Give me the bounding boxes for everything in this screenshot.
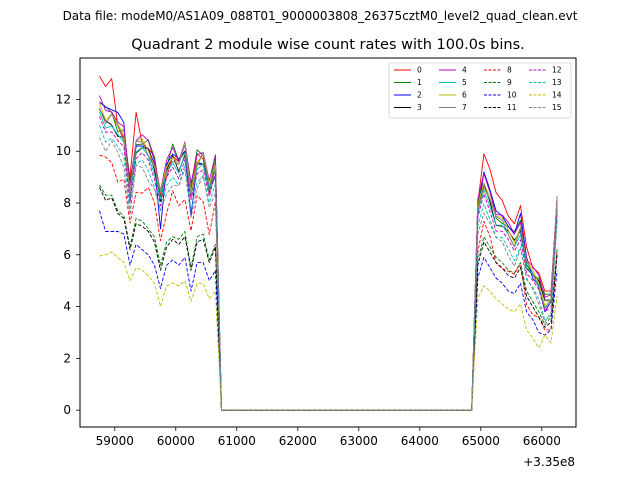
series-line-15: [99, 137, 558, 411]
y-tick-label-4: 4: [63, 300, 71, 314]
legend-label-0: 0: [417, 66, 422, 75]
x-tick-label-66000: 66000: [523, 434, 561, 448]
y-tick-label-2: 2: [63, 351, 71, 365]
legend-label-6: 6: [462, 91, 467, 100]
series-line-11: [99, 187, 558, 411]
legend-label-1: 1: [417, 78, 422, 87]
legend-label-13: 13: [552, 78, 562, 87]
y-axis: 0 2 4 6 8 10 12: [56, 92, 80, 417]
legend-label-11: 11: [507, 103, 517, 112]
plot-lines: [99, 75, 558, 411]
x-tick-label-65000: 65000: [462, 434, 500, 448]
y-tick-label-0: 0: [63, 403, 71, 417]
x-tick-label-63000: 63000: [340, 434, 378, 448]
legend-label-3: 3: [417, 103, 422, 112]
legend-label-5: 5: [462, 78, 467, 87]
x-tick-label-59000: 59000: [96, 434, 134, 448]
x-offset-label: +3.35e8: [523, 455, 575, 469]
plot-frame: [79, 57, 577, 428]
legend-label-2: 2: [417, 91, 422, 100]
series-line-14: [99, 251, 558, 411]
legend-label-15: 15: [552, 103, 562, 112]
y-tick-label-10: 10: [56, 144, 71, 158]
legend-label-8: 8: [507, 66, 512, 75]
x-tick-label-62000: 62000: [279, 434, 317, 448]
legend-label-4: 4: [462, 66, 467, 75]
series-line-12: [99, 116, 558, 411]
legend-label-12: 12: [552, 66, 562, 75]
legend-label-9: 9: [507, 78, 512, 87]
x-tick-label-60000: 60000: [157, 434, 195, 448]
x-axis: 59000 60000 61000 62000 63000 64000 65000 66000: [96, 427, 561, 448]
y-tick-label-6: 6: [63, 248, 71, 262]
legend-label-14: 14: [552, 91, 562, 100]
data-file-suptitle: Data file: modeM0/AS1A09_088T01_90000038…: [63, 9, 578, 23]
y-tick-label-8: 8: [63, 196, 71, 210]
legend-label-10: 10: [507, 91, 517, 100]
x-tick-label-61000: 61000: [218, 434, 256, 448]
x-tick-label-64000: 64000: [401, 434, 439, 448]
chart-title: Quadrant 2 module wise count rates with …: [131, 37, 525, 53]
legend-frame: [388, 62, 572, 119]
y-tick-label-12: 12: [56, 92, 71, 106]
legend-label-7: 7: [462, 103, 467, 112]
